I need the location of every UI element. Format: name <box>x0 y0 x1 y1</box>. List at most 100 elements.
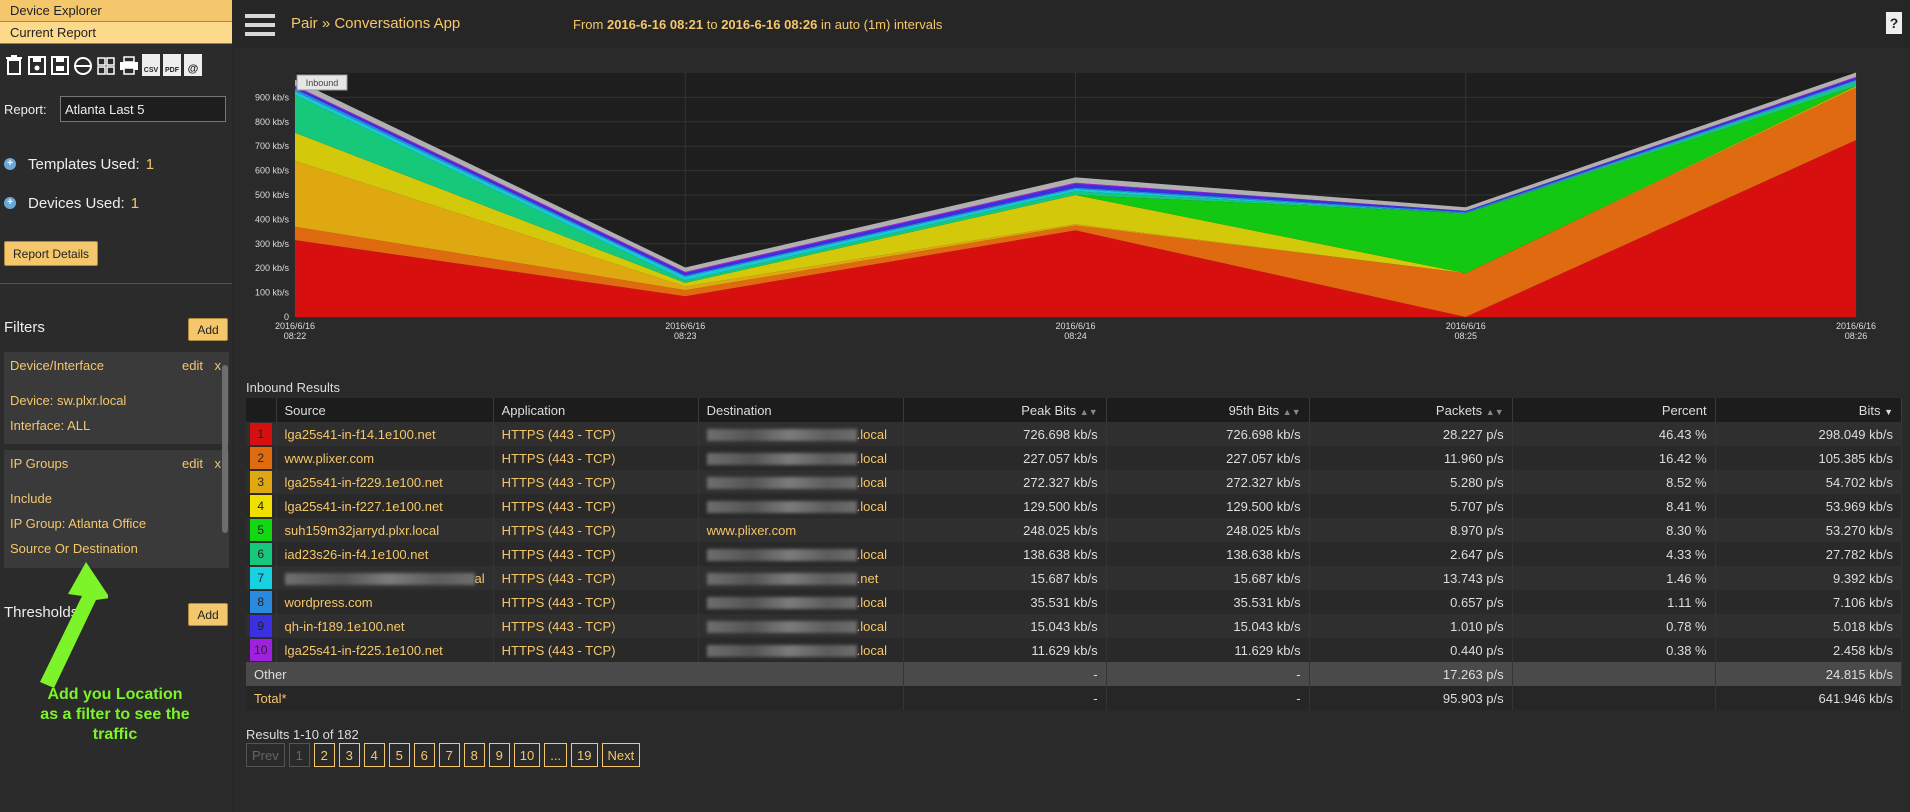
add-filter-button[interactable]: Add <box>188 318 228 341</box>
page-button-6[interactable]: 6 <box>413 743 435 767</box>
destination-cell[interactable]: .local <box>698 446 904 470</box>
page-button-19[interactable]: 19 <box>571 743 598 767</box>
destination-cell[interactable]: .local <box>698 614 904 638</box>
filter-line: Source Or Destination <box>10 541 138 556</box>
page-button-2[interactable]: 2 <box>313 743 335 767</box>
application-cell[interactable]: HTTPS (443 - TCP) <box>493 542 699 566</box>
page-button-next[interactable]: Next <box>601 743 641 767</box>
column-header-peak-bits[interactable]: Peak Bits ▲▼ <box>903 398 1107 422</box>
destination-cell[interactable]: .local <box>698 422 904 446</box>
grid-icon[interactable] <box>96 54 116 76</box>
callout-arrow-icon <box>40 562 108 688</box>
source-cell[interactable]: al <box>276 566 494 590</box>
filter-remove-button[interactable]: x <box>214 455 222 471</box>
application-cell[interactable]: HTTPS (443 - TCP) <box>493 566 699 590</box>
application-cell[interactable]: HTTPS (443 - TCP) <box>493 614 699 638</box>
templates-used[interactable]: + Templates Used: 1 <box>0 154 154 174</box>
destination-cell[interactable]: .local <box>698 494 904 518</box>
table-row[interactable]: 7 al HTTPS (443 - TCP) .net 15.687 kb/s 15.68… <box>246 566 1903 590</box>
page-button-8[interactable]: 8 <box>463 743 485 767</box>
report-details-button[interactable]: Report Details <box>4 241 99 266</box>
destination-cell[interactable]: .local <box>698 542 904 566</box>
table-row[interactable]: 9 qh-in-f189.1e100.net HTTPS (443 - TCP) .l… <box>246 614 1903 638</box>
application-cell[interactable]: HTTPS (443 - TCP) <box>493 446 699 470</box>
destination-cell[interactable]: .local <box>698 470 904 494</box>
results-body: 1 lga25s41-in-f14.1e100.net HTTPS (443 - T… <box>246 422 1903 710</box>
application-cell[interactable]: HTTPS (443 - TCP) <box>493 494 699 518</box>
source-cell[interactable]: lga25s41-in-f229.1e100.net <box>276 470 494 494</box>
hamburger-menu-icon[interactable] <box>245 14 275 36</box>
tab-current-report[interactable]: Current Report <box>0 22 232 44</box>
table-row[interactable]: 5 suh159m32jarryd.plxr.local HTTPS (443 - … <box>246 518 1903 542</box>
expand-plus-icon[interactable]: + <box>4 158 16 170</box>
tab-device-explorer[interactable]: Device Explorer <box>0 0 232 22</box>
column-header-percent[interactable]: Percent <box>1512 398 1716 422</box>
pdf-icon[interactable]: PDF <box>163 54 181 76</box>
source-cell[interactable]: suh159m32jarryd.plxr.local <box>276 518 494 542</box>
destination-cell[interactable]: www.plixer.com <box>698 518 904 542</box>
sidebar-scrollbar[interactable] <box>222 365 228 533</box>
peak-bits-cell: 11.629 kb/s <box>903 638 1107 662</box>
total-label: Total* <box>246 686 904 710</box>
filter-edit-link[interactable]: edit <box>182 357 203 373</box>
table-row[interactable]: 2 www.plixer.com HTTPS (443 - TCP) .local 22… <box>246 446 1903 470</box>
column-header-application[interactable]: Application <box>493 398 699 422</box>
table-row[interactable]: 6 iad23s26-in-f4.1e100.net HTTPS (443 - TC… <box>246 542 1903 566</box>
table-row[interactable]: 1 lga25s41-in-f14.1e100.net HTTPS (443 - T… <box>246 422 1903 446</box>
page-button-5[interactable]: 5 <box>388 743 410 767</box>
csv-icon[interactable]: CSV <box>142 54 160 76</box>
page-button-7[interactable]: 7 <box>438 743 460 767</box>
95th-bits-cell: 227.057 kb/s <box>1106 446 1310 470</box>
application-cell[interactable]: HTTPS (443 - TCP) <box>493 470 699 494</box>
source-cell[interactable]: qh-in-f189.1e100.net <box>276 614 494 638</box>
application-cell[interactable]: HTTPS (443 - TCP) <box>493 638 699 662</box>
page-button-1[interactable]: 1 <box>288 743 310 767</box>
page-button-prev[interactable]: Prev <box>246 743 285 767</box>
other-bits: 24.815 kb/s <box>1715 662 1903 686</box>
source-cell[interactable]: lga25s41-in-f225.1e100.net <box>276 638 494 662</box>
devices-used[interactable]: + Devices Used: 1 <box>0 193 139 213</box>
destination-cell[interactable]: .net <box>698 566 904 590</box>
destination-cell[interactable]: .local <box>698 638 904 662</box>
add-threshold-button[interactable]: Add <box>188 603 228 626</box>
page-button-[interactable]: ... <box>544 743 568 767</box>
page-button-10[interactable]: 10 <box>513 743 541 767</box>
table-row[interactable]: 4 lga25s41-in-f227.1e100.net HTTPS (443 - … <box>246 494 1903 518</box>
source-cell[interactable]: lga25s41-in-f227.1e100.net <box>276 494 494 518</box>
filter-remove-button[interactable]: x <box>214 357 222 373</box>
application-cell[interactable]: HTTPS (443 - TCP) <box>493 590 699 614</box>
page-button-4[interactable]: 4 <box>363 743 385 767</box>
email-icon[interactable]: @ <box>184 54 202 76</box>
table-row[interactable]: 10 lga25s41-in-f225.1e100.net HTTPS (443 -… <box>246 638 1903 662</box>
redacted-text <box>284 573 475 586</box>
help-button[interactable]: ? <box>1886 12 1902 34</box>
source-cell[interactable]: iad23s26-in-f4.1e100.net <box>276 542 494 566</box>
packets-cell: 8.970 p/s <box>1309 518 1513 542</box>
page-button-3[interactable]: 3 <box>338 743 360 767</box>
save-icon[interactable] <box>27 54 47 76</box>
95th-bits-cell: 726.698 kb/s <box>1106 422 1310 446</box>
destination-cell[interactable]: .local <box>698 590 904 614</box>
time-range[interactable]: From 2016-6-16 08:21 to 2016-6-16 08:26 … <box>573 17 942 32</box>
column-header-destination[interactable]: Destination <box>698 398 904 422</box>
schedule-icon[interactable] <box>73 54 93 76</box>
report-name-input[interactable] <box>60 96 226 122</box>
source-cell[interactable]: lga25s41-in-f14.1e100.net <box>276 422 494 446</box>
filter-edit-link[interactable]: edit <box>182 455 203 471</box>
percent-cell: 46.43 % <box>1512 422 1716 446</box>
table-row[interactable]: 8 wordpress.com HTTPS (443 - TCP) .local 35.… <box>246 590 1903 614</box>
trash-icon[interactable] <box>4 54 24 76</box>
page-button-9[interactable]: 9 <box>488 743 510 767</box>
print-icon[interactable] <box>119 54 139 76</box>
expand-plus-icon[interactable]: + <box>4 197 16 209</box>
source-cell[interactable]: wordpress.com <box>276 590 494 614</box>
application-cell[interactable]: HTTPS (443 - TCP) <box>493 518 699 542</box>
column-header-source[interactable]: Source <box>276 398 494 422</box>
save-as-icon[interactable] <box>50 54 70 76</box>
column-header-95th-bits[interactable]: 95th Bits ▲▼ <box>1106 398 1310 422</box>
column-header-bits[interactable]: Bits ▼ <box>1715 398 1903 422</box>
column-header-packets[interactable]: Packets ▲▼ <box>1309 398 1513 422</box>
table-row[interactable]: 3 lga25s41-in-f229.1e100.net HTTPS (443 - … <box>246 470 1903 494</box>
source-cell[interactable]: www.plixer.com <box>276 446 494 470</box>
application-cell[interactable]: HTTPS (443 - TCP) <box>493 422 699 446</box>
